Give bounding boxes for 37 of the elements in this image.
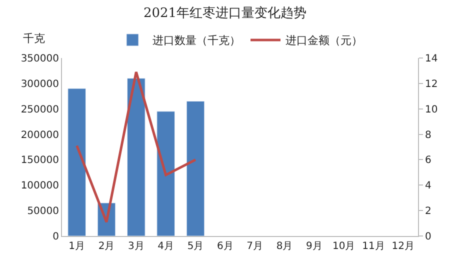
y-tick-label: 350000	[20, 54, 59, 64]
y-tick-label: 250000	[20, 104, 59, 116]
y2-tick-label: 4	[425, 180, 432, 192]
legend-label: 进口金额（元）	[286, 34, 362, 48]
y2-tick-label: 6	[425, 155, 432, 166]
y2-tick-label: 10	[425, 104, 438, 116]
x-tick-label: 11月	[362, 241, 385, 252]
x-tick-label: 6月	[216, 241, 234, 252]
x-tick-label: 12月	[392, 241, 415, 252]
x-tick-label: 5月	[187, 241, 204, 252]
x-tick-label: 10月	[332, 241, 356, 252]
bar	[68, 88, 86, 236]
chart-title: 2021年红枣进口量变化趋势	[143, 6, 307, 22]
y2-tick-label: 2	[425, 206, 432, 218]
y-tick-label: 100000	[20, 180, 59, 192]
bar	[127, 78, 146, 236]
y2-tick-label: 14	[425, 54, 438, 64]
x-tick-label: 1月	[68, 241, 86, 252]
y-tick-label: 0	[52, 232, 59, 242]
bar	[186, 100, 205, 236]
y2-tick-label: 8	[425, 130, 432, 141]
legend-label: 进口数量（千克）	[152, 34, 240, 48]
y-axis-title: 千克	[23, 32, 45, 45]
x-tick-label: 8月	[276, 241, 293, 252]
bar	[156, 111, 175, 236]
x-tick-label: 3月	[128, 241, 144, 252]
x-tick-label: 9月	[306, 241, 322, 252]
y-tick-label: 300000	[20, 78, 59, 90]
x-tick-label: 7月	[246, 241, 264, 252]
y-tick-label: 150000	[20, 155, 59, 166]
x-tick-label: 4月	[158, 241, 174, 252]
line-series	[76, 70, 197, 224]
y2-tick-label: 0	[425, 232, 432, 242]
y-tick-label: 50000	[27, 206, 59, 218]
y-tick-label: 200000	[20, 130, 59, 141]
y2-tick-label: 12	[425, 78, 438, 90]
x-tick-label: 2月	[98, 241, 115, 252]
